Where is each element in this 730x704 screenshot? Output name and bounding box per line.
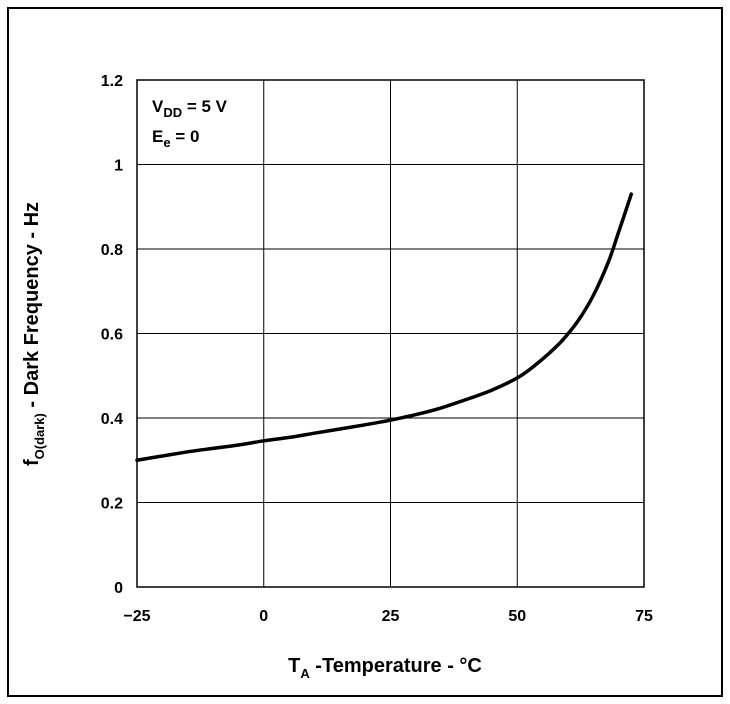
x-tick-label: −25 — [123, 608, 150, 625]
chart-frame — [7, 7, 723, 697]
x-tick-labels: −25 0 25 50 75 — [123, 608, 653, 625]
x-tick-label: 25 — [382, 608, 400, 625]
x-tick-label: 0 — [259, 608, 268, 625]
annotation-vdd: VDD = 5 V — [152, 97, 228, 120]
series-line — [135, 192, 634, 463]
y-tick-label: 0.8 — [101, 242, 123, 259]
y-tick-label: 1 — [114, 158, 123, 175]
y-axis-label: fO(dark) - Dark Frequency - Hz — [21, 202, 47, 466]
y-tick-label: 0.6 — [101, 327, 123, 344]
x-axis-label: TA -Temperature - °C — [288, 655, 482, 681]
y-tick-label: 1.2 — [101, 73, 123, 90]
y-tick-label: 0 — [114, 580, 123, 597]
x-tick-label: 75 — [635, 608, 653, 625]
x-tick-label: 50 — [508, 608, 526, 625]
y-tick-label: 0.2 — [101, 496, 123, 513]
annotation-ee: Ee = 0 — [152, 127, 199, 150]
y-tick-labels: 0 0.2 0.4 0.6 0.8 1 1.2 — [101, 73, 123, 597]
y-tick-label: 0.4 — [101, 411, 123, 428]
plot-area — [136, 79, 645, 588]
